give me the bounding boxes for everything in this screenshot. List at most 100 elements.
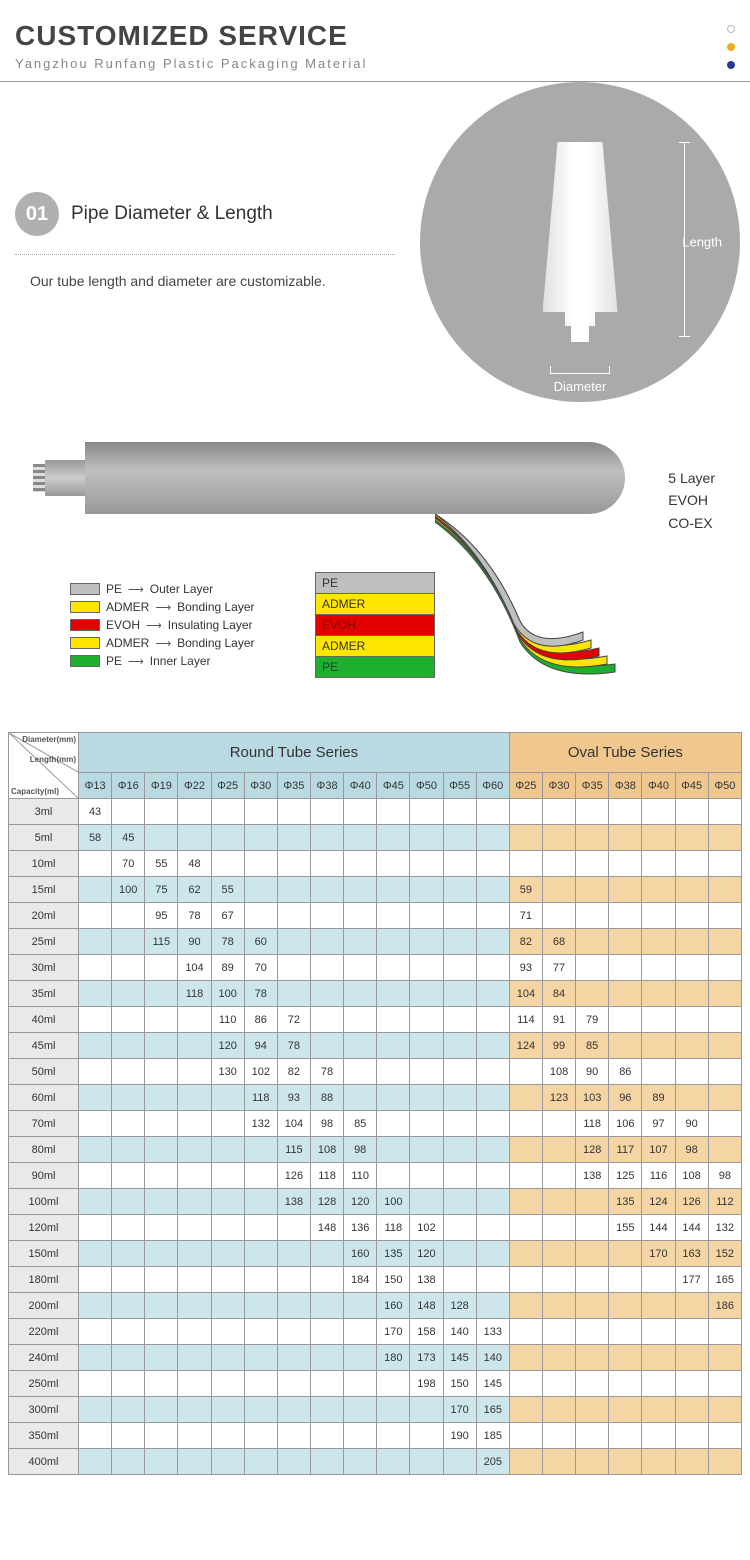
table-cell: 48	[178, 851, 211, 877]
table-cell	[443, 1215, 476, 1241]
table-cell: 120	[211, 1033, 244, 1059]
table-cell	[211, 1345, 244, 1371]
table-cell	[211, 1137, 244, 1163]
table-cell	[675, 1293, 708, 1319]
table-cell	[112, 1397, 145, 1423]
table-cell	[145, 1007, 178, 1033]
table-cell	[79, 929, 112, 955]
table-cell	[112, 1059, 145, 1085]
table-cell: 104	[178, 955, 211, 981]
table-cell	[509, 1085, 542, 1111]
table-cell	[443, 1163, 476, 1189]
table-cell	[277, 1319, 310, 1345]
table-cell	[542, 903, 575, 929]
table-cell	[112, 1033, 145, 1059]
section-pipe-diameter: Length Diameter 01 Pipe Diameter & Lengt…	[0, 82, 750, 402]
table-cell	[542, 1267, 575, 1293]
table-cell	[145, 1319, 178, 1345]
table-cell	[310, 1241, 343, 1267]
table-cell	[178, 1267, 211, 1293]
table-cell	[377, 903, 410, 929]
table-row: 35ml1181007810484	[9, 981, 742, 1007]
table-cell	[642, 1319, 675, 1345]
table-cell: 78	[244, 981, 277, 1007]
table-cell	[377, 877, 410, 903]
legend-name: EVOH	[106, 618, 140, 632]
table-cell: 155	[609, 1215, 642, 1241]
table-cell	[476, 1137, 509, 1163]
table-cell	[443, 1111, 476, 1137]
table-cell: 104	[277, 1111, 310, 1137]
table-cell	[509, 1137, 542, 1163]
layer-stack: PEADMEREVOHADMERPE	[315, 572, 435, 678]
table-cell	[476, 1267, 509, 1293]
table-cell	[576, 1319, 609, 1345]
capacity-cell: 15ml	[9, 877, 79, 903]
table-cell: 117	[609, 1137, 642, 1163]
table-cell	[675, 825, 708, 851]
table-cell	[443, 1137, 476, 1163]
table-cell	[145, 799, 178, 825]
table-cell	[542, 1241, 575, 1267]
table-cell	[476, 1293, 509, 1319]
table-cell	[542, 1319, 575, 1345]
table-cell	[675, 877, 708, 903]
table-cell	[410, 825, 443, 851]
table-cell: 150	[443, 1371, 476, 1397]
table-cell: 84	[542, 981, 575, 1007]
table-cell	[112, 1111, 145, 1137]
table-cell	[79, 903, 112, 929]
table-cell	[509, 799, 542, 825]
diameter-col-header: Φ13	[79, 773, 112, 799]
table-cell: 118	[310, 1163, 343, 1189]
table-cell	[476, 955, 509, 981]
table-cell	[576, 1449, 609, 1475]
table-cell	[476, 877, 509, 903]
table-cell	[410, 877, 443, 903]
table-cell	[476, 1241, 509, 1267]
table-cell	[509, 1319, 542, 1345]
table-cell	[542, 1449, 575, 1475]
table-cell: 97	[642, 1111, 675, 1137]
table-cell: 138	[277, 1189, 310, 1215]
table-cell	[277, 1345, 310, 1371]
table-cell	[443, 929, 476, 955]
table-cell	[145, 825, 178, 851]
table-cell	[178, 825, 211, 851]
decor-dots	[727, 25, 735, 69]
legend-name: ADMER	[106, 636, 149, 650]
diameter-col-header: Φ35	[576, 773, 609, 799]
table-cell	[576, 955, 609, 981]
table-row: 25ml1159078608268	[9, 929, 742, 955]
table-cell: 70	[112, 851, 145, 877]
diameter-label: Diameter	[554, 379, 607, 394]
diameter-col-header: Φ40	[344, 773, 377, 799]
table-cell	[576, 1397, 609, 1423]
table-cell	[542, 1371, 575, 1397]
table-cell	[708, 1007, 741, 1033]
table-cell	[344, 903, 377, 929]
table-cell	[609, 1293, 642, 1319]
table-cell	[244, 825, 277, 851]
table-cell	[112, 1371, 145, 1397]
table-cell: 158	[410, 1319, 443, 1345]
table-cell: 89	[211, 955, 244, 981]
table-cell	[310, 903, 343, 929]
stack-layer: ADMER	[315, 635, 435, 656]
table-cell	[178, 1423, 211, 1449]
capacity-cell: 250ml	[9, 1371, 79, 1397]
table-cell	[310, 799, 343, 825]
table-cell	[79, 1163, 112, 1189]
table-cell	[609, 1423, 642, 1449]
table-cell	[178, 1397, 211, 1423]
table-cell	[344, 877, 377, 903]
corner-header: Diameter(mm) Length(mm) Capacity(ml)	[9, 733, 79, 799]
table-cell: 126	[277, 1163, 310, 1189]
table-cell	[112, 1241, 145, 1267]
table-cell	[112, 1085, 145, 1111]
table-cell: 124	[642, 1189, 675, 1215]
table-cell	[509, 1293, 542, 1319]
table-cell	[310, 1345, 343, 1371]
table-cell: 86	[244, 1007, 277, 1033]
table-cell: 68	[542, 929, 575, 955]
